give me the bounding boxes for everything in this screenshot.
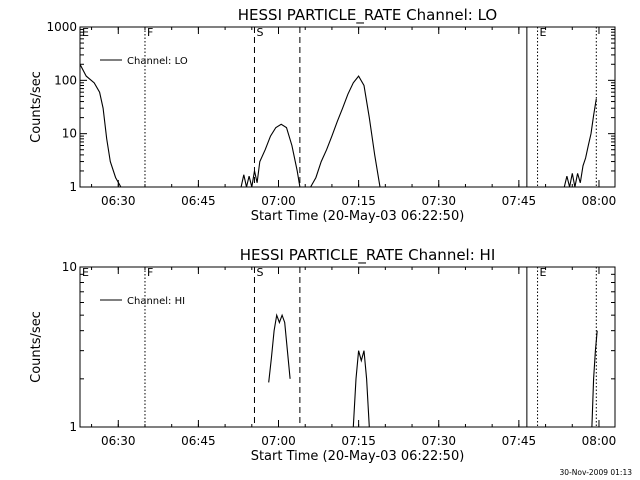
legend-label: Channel: HI xyxy=(127,296,185,307)
series-line-segment xyxy=(563,98,597,187)
x-tick-label: 06:45 xyxy=(181,434,216,448)
x-tick-label: 07:30 xyxy=(421,194,456,208)
x-tick-label: 06:45 xyxy=(181,194,216,208)
y-tick-label: 10 xyxy=(62,127,77,141)
series-line-segment xyxy=(240,123,301,187)
x-tick-label: 08:00 xyxy=(582,194,617,208)
y-tick-label: 100 xyxy=(54,73,77,87)
series-line-segment xyxy=(310,75,381,187)
y-axis-label: Counts/sec xyxy=(29,311,44,383)
x-tick-label: 07:00 xyxy=(261,194,296,208)
plot-frame xyxy=(79,26,616,188)
legend-label: Channel: LO xyxy=(127,56,188,67)
event-marker-label: E xyxy=(540,26,547,39)
event-marker-label: S xyxy=(256,26,263,39)
series-line-segment xyxy=(352,350,370,427)
chart-panel-2: HESSI PARTICLE_RATE Channel: HI Start Tim… xyxy=(29,246,616,464)
x-tick-label: 08:00 xyxy=(582,434,617,448)
x-tick-label: 07:15 xyxy=(341,434,376,448)
event-marker-label: E xyxy=(82,26,89,39)
series-line-segment xyxy=(591,330,598,427)
x-axis-label: Start Time (20-May-03 06:22:50) xyxy=(251,209,465,224)
x-tick-label: 06:30 xyxy=(101,434,136,448)
x-axis-label: Start Time (20-May-03 06:22:50) xyxy=(251,449,465,464)
chart-title: HESSI PARTICLE_RATE Channel: LO xyxy=(238,6,497,25)
y-tick-label: 1 xyxy=(69,420,77,434)
x-tick-label: 07:45 xyxy=(502,194,537,208)
y-tick-label: 1000 xyxy=(46,20,77,34)
event-marker-label: F xyxy=(147,266,153,279)
y-tick-label: 1 xyxy=(69,180,77,194)
plot-frame xyxy=(79,266,616,428)
event-marker-label: S xyxy=(256,266,263,279)
y-axis-label: Counts/sec xyxy=(29,71,44,143)
event-marker-label: E xyxy=(540,266,547,279)
footer-timestamp: 30-Nov-2009 01:13 xyxy=(559,468,632,477)
series-line-segment xyxy=(268,313,291,383)
x-tick-label: 07:30 xyxy=(421,434,456,448)
series-line-segment xyxy=(80,64,122,187)
event-marker-label: E xyxy=(82,266,89,279)
x-tick-label: 07:45 xyxy=(502,434,537,448)
event-marker-label: F xyxy=(147,26,153,39)
chart-panel-1: HESSI PARTICLE_RATE Channel: LO Start Tim… xyxy=(29,6,616,224)
y-tick-label: 10 xyxy=(62,260,77,274)
x-tick-label: 07:00 xyxy=(261,434,296,448)
chart-title: HESSI PARTICLE_RATE Channel: HI xyxy=(240,246,496,265)
x-tick-label: 06:30 xyxy=(101,194,136,208)
x-tick-label: 07:15 xyxy=(341,194,376,208)
